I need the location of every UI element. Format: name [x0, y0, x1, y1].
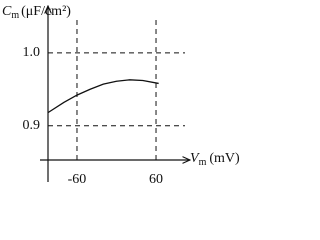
chart: Cm (μF/cm²) Vm (mV) 0.91.0-60 60 — [2, 4, 240, 186]
data-line — [47, 79, 159, 114]
x-label-subscript: m — [199, 157, 207, 168]
x-tick-label: 60 — [149, 172, 163, 186]
y-label-unit: (μF/cm²) — [21, 4, 71, 19]
y-tick-label: 1.0 — [23, 45, 41, 60]
x-label-symbol: V — [190, 151, 200, 166]
x-axis-label: Vm (mV) — [190, 151, 240, 168]
x-tick-label: -60 — [68, 172, 87, 186]
y-axis-label: Cm (μF/cm²) — [2, 4, 71, 21]
x-label-unit: (mV) — [209, 151, 240, 166]
page: {"chart_data": {"type": "line", "ylabel_… — [2, 4, 241, 186]
y-label-subscript: m — [11, 10, 19, 21]
y-tick-label: 0.9 — [23, 118, 41, 133]
y-label-symbol: C — [2, 4, 12, 19]
